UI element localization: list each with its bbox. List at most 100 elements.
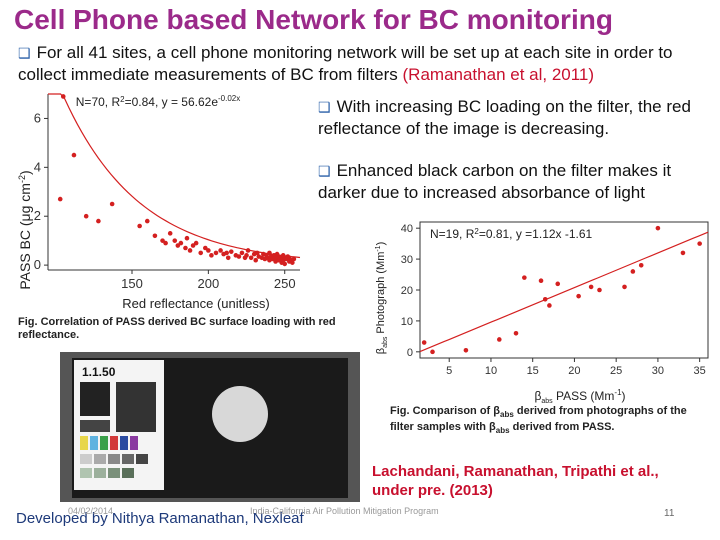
photo-vs-pass-chart: 5 10 15 20 25 30 35 0 10 20 30 40 βabs Photograph (… xyxy=(375,221,709,403)
data-point xyxy=(245,248,251,253)
x-tick-label: 150 xyxy=(121,276,143,291)
data-point xyxy=(622,284,627,290)
data-point xyxy=(144,218,150,224)
data-point xyxy=(555,281,561,287)
bullet-reflectance: ❑ With increasing BC loading on the filte… xyxy=(318,96,718,139)
x-tick-label: 20 xyxy=(568,365,580,377)
data-point xyxy=(291,256,297,262)
filter-card-photo: 1.1.50 xyxy=(60,352,360,502)
data-point xyxy=(193,240,199,246)
page-number: 11 xyxy=(664,508,675,519)
bullet-absorbance-text: Enhanced black carbon on the filter make… xyxy=(318,161,672,202)
y-tick-label: 6 xyxy=(34,110,41,125)
footer-developer: Developed by Nithya Ramanathan, Nexleaf xyxy=(16,510,304,527)
data-point xyxy=(542,296,548,302)
data-point xyxy=(290,260,295,265)
checkbox-bullet-icon: ❑ xyxy=(318,99,331,115)
chart1-annotation: N=70, R2=0.84, y = 56.62e-0.02x xyxy=(76,94,240,109)
data-point xyxy=(96,218,101,224)
y-tick-label: 20 xyxy=(401,285,413,297)
data-point xyxy=(576,293,581,299)
data-point xyxy=(167,231,173,236)
chart1-axes: 150 200 250 0 2 4 6 xyxy=(34,94,300,291)
chart2-axes: 5 10 15 20 25 30 35 0 10 20 30 40 xyxy=(401,221,709,377)
data-point xyxy=(160,238,165,243)
data-point xyxy=(680,250,686,256)
x-tick-label: 250 xyxy=(274,276,296,291)
footer-date: 04/02/2014 xyxy=(68,506,114,516)
data-point xyxy=(267,250,272,256)
y-tick-label: 0 xyxy=(407,347,413,359)
data-point xyxy=(253,257,259,263)
data-point xyxy=(213,250,219,256)
credit-line-2: under pre. (2013) xyxy=(372,482,493,499)
data-point xyxy=(71,152,77,158)
data-point xyxy=(588,284,594,290)
chart2-xlabel: βabs PASS (Mm-1) xyxy=(534,388,625,403)
data-point xyxy=(57,196,63,202)
data-point xyxy=(254,250,260,256)
data-point xyxy=(522,275,527,280)
data-point xyxy=(538,278,544,284)
y-tick-label: 0 xyxy=(34,257,41,272)
bullet-absorbance: ❑ Enhanced black carbon on the filter mak… xyxy=(318,160,718,203)
bullet-sites: ❑ For all 41 sites, a cell phone monitori… xyxy=(18,42,718,85)
data-point xyxy=(206,248,211,253)
bc-vs-reflectance-chart: 150 200 250 0 2 4 6 PASS BC (μg cm-2) Red refl… xyxy=(17,93,301,311)
fit-line xyxy=(419,231,709,353)
data-point xyxy=(178,240,184,246)
data-point xyxy=(224,250,229,256)
data-point xyxy=(172,238,178,243)
y-tick-label: 2 xyxy=(34,208,41,223)
chart1-xlabel: Red reflectance (unitless) xyxy=(122,296,269,311)
data-point xyxy=(209,253,214,258)
x-tick-label: 200 xyxy=(198,276,220,291)
data-point xyxy=(513,330,519,336)
data-point xyxy=(497,337,502,342)
bullet-sites-reference: (Ramanathan et al, 2011) xyxy=(402,65,595,84)
data-point xyxy=(184,235,190,241)
x-tick-label: 5 xyxy=(446,365,452,377)
data-point xyxy=(655,225,661,231)
data-point xyxy=(60,94,66,99)
y-tick-label: 40 xyxy=(401,223,413,235)
data-point xyxy=(198,250,204,256)
bullet-sites-text: For all 41 sites, a cell phone monitorin… xyxy=(18,43,673,84)
checkbox-bullet-icon: ❑ xyxy=(18,45,31,61)
slide-title: Cell Phone based Network for BC monitori… xyxy=(14,4,613,35)
x-tick-label: 25 xyxy=(610,365,622,377)
chart2-ylabel: βabs Photograph (Mm-1) xyxy=(375,242,389,355)
checkbox-bullet-icon: ❑ xyxy=(318,163,331,179)
footer-program: India-California Air Pollution Mitigatio… xyxy=(250,506,439,516)
data-point xyxy=(228,249,234,254)
x-tick-label: 15 xyxy=(527,365,539,377)
data-point xyxy=(190,243,196,248)
data-point xyxy=(83,213,89,219)
data-point xyxy=(463,347,469,353)
x-tick-label: 30 xyxy=(652,365,664,377)
data-point xyxy=(697,241,702,246)
data-point xyxy=(218,248,223,253)
x-tick-label: 10 xyxy=(485,365,497,377)
fit-line xyxy=(48,93,301,259)
data-point xyxy=(421,340,427,345)
data-point xyxy=(137,223,142,229)
chart1-ylabel: PASS BC (μg cm-2) xyxy=(17,170,33,289)
credit-citation: Lachandani, Ramanathan, Tripathi et al.,… xyxy=(372,462,659,500)
y-tick-label: 10 xyxy=(401,316,413,328)
data-point xyxy=(430,349,435,355)
chart2-annotation: N=19, R2=0.81, y =1.12x -1.61 xyxy=(430,227,593,241)
data-point xyxy=(282,261,288,267)
data-point xyxy=(225,255,231,261)
data-point xyxy=(203,245,208,251)
data-point xyxy=(187,248,193,253)
plot-frame xyxy=(419,221,709,359)
chart1-caption: Fig. Correlation of PASS derived BC surf… xyxy=(18,316,336,341)
data-point xyxy=(152,233,158,239)
data-point xyxy=(244,253,249,258)
data-point xyxy=(638,262,644,268)
chart2-caption: Fig. Comparison of βabs derived from pho… xyxy=(390,405,687,436)
data-point xyxy=(248,255,254,261)
x-tick-label: 35 xyxy=(694,365,706,377)
credit-line-1: Lachandani, Ramanathan, Tripathi et al., xyxy=(372,463,659,480)
